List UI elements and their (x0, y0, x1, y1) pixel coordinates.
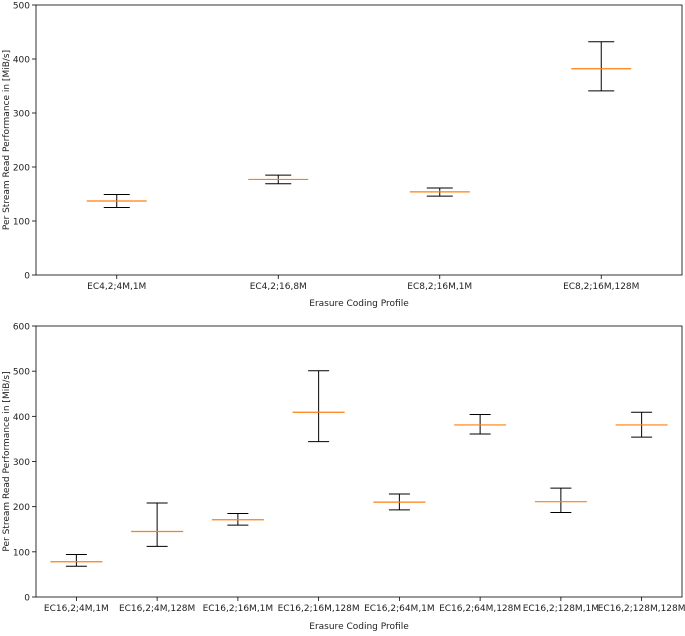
y-tick-label: 400 (13, 413, 30, 423)
plot-frame (35, 325, 683, 598)
y-tick-label: 100 (13, 548, 30, 558)
y-tick-label: 600 (13, 323, 30, 333)
x-tick-label: EC8,2;16M,1M (407, 282, 472, 292)
y-axis-label: Per Stream Read Performance in [MiB/s] (2, 50, 12, 230)
y-tick-label: 300 (13, 110, 30, 120)
x-tick-label: EC16,2;128M,128M (598, 604, 685, 614)
x-tick-label: EC4,2;16,8M (250, 282, 307, 292)
y-axis-label: Per Stream Read Performance in [MiB/s] (2, 371, 12, 551)
chart-top: 0 100 200 300 400 500 EC4,2;4M,1M EC4,2;16,8M EC… (2, 2, 683, 309)
x-tick-label: EC16,2;16M,128M (278, 604, 360, 614)
x-tick-label: EC8,2;16M,128M (563, 282, 639, 292)
y-tick-label: 0 (24, 594, 30, 604)
x-axis-label: Erasure Coding Profile (309, 299, 409, 309)
y-tick-label: 500 (13, 2, 30, 12)
x-tick-label: EC16,2;16M,1M (203, 604, 274, 614)
x-tick-label: EC4,2;4M,1M (87, 282, 146, 292)
y-tick-label: 0 (24, 272, 30, 282)
y-tick-label: 300 (13, 458, 30, 468)
x-tick-label: EC16,2;64M,1M (364, 604, 435, 614)
y-tick-label: 200 (13, 164, 30, 174)
x-tick-label: EC16,2;64M,128M (439, 604, 521, 614)
y-tick-label: 200 (13, 503, 30, 513)
x-tick-label: EC16,2;4M,1M (44, 604, 109, 614)
x-tick-label: EC16,2;4M,128M (119, 604, 195, 614)
x-tick-label: EC16,2;128M,1M (523, 604, 599, 614)
chart-bottom: 0 100 200 300 400 500 600 EC16,2;4M,1M EC16,2;4M… (2, 323, 685, 633)
y-tick-label: 100 (13, 218, 30, 228)
x-axis-label: Erasure Coding Profile (309, 622, 409, 632)
y-tick-label: 400 (13, 56, 30, 66)
y-tick-label: 500 (13, 368, 30, 378)
plot-frame (35, 4, 683, 276)
